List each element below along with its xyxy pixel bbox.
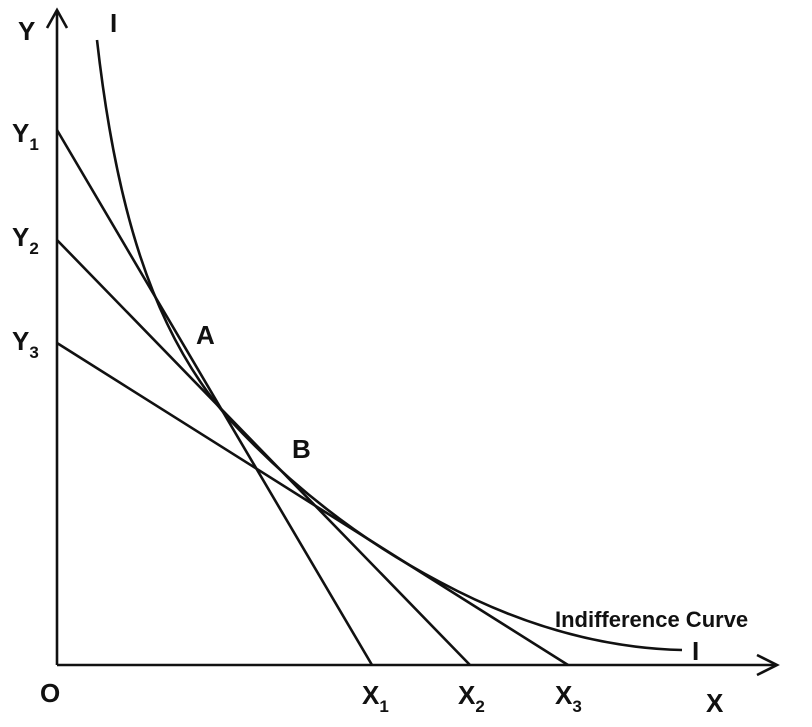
y-arrow xyxy=(45,7,69,29)
curve-label-end: I xyxy=(692,636,699,666)
x-intercept-label: X1 xyxy=(362,680,389,716)
y-axis-label: Y xyxy=(18,16,35,46)
indifference-curve xyxy=(95,39,683,652)
point-label: A xyxy=(196,320,215,350)
x-axis-label: X xyxy=(706,688,724,718)
curve-label-top: I xyxy=(110,8,117,38)
label-base: X xyxy=(458,680,476,710)
label-base: Y xyxy=(12,326,29,356)
budget-line-1 xyxy=(55,129,374,666)
curve-name: Indifference Curve xyxy=(555,607,748,632)
x-intercept-label: X2 xyxy=(458,680,485,716)
point-label: B xyxy=(292,434,311,464)
x-arrow xyxy=(756,653,780,677)
label-sub: 3 xyxy=(29,343,38,362)
label-sub: 1 xyxy=(379,697,388,716)
label-sub: 1 xyxy=(29,135,38,154)
label-base: X xyxy=(362,680,380,710)
budget-line-3 xyxy=(56,341,569,667)
x-intercept-label: X3 xyxy=(555,680,582,716)
label-base: Y xyxy=(12,222,29,252)
label-sub: 2 xyxy=(29,239,38,258)
label-base: Y xyxy=(12,118,29,148)
label-sub: 2 xyxy=(475,697,484,716)
label-base: X xyxy=(555,680,573,710)
y-intercept-label: Y1 xyxy=(12,118,39,154)
y-intercept-label: Y3 xyxy=(12,326,39,362)
y-intercept-label: Y2 xyxy=(12,222,39,258)
label-sub: 3 xyxy=(572,697,581,716)
origin-label: O xyxy=(40,678,60,708)
